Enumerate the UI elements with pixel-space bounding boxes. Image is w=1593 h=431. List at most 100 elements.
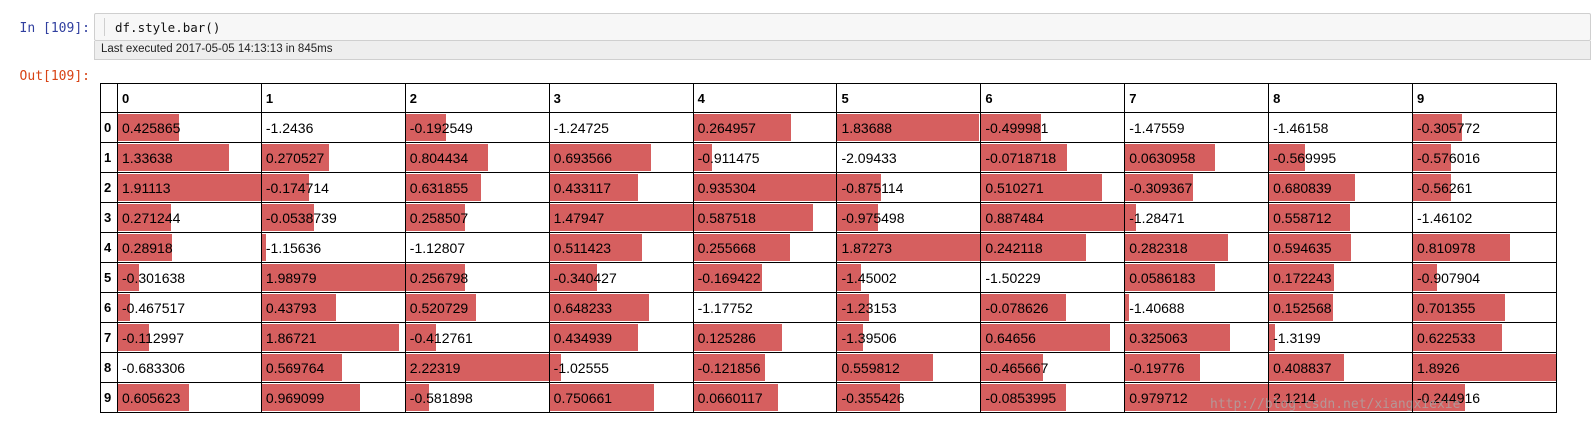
row-index: 0 (100, 112, 118, 143)
cell-value: 0.28918 (122, 239, 173, 256)
value-bar (837, 324, 863, 351)
data-cell: -0.569995 (1268, 142, 1414, 173)
cell-value: 0.559812 (841, 359, 900, 376)
code-input-cell[interactable]: df.style.bar() (94, 13, 1591, 41)
out-prompt: Out[109]: (19, 69, 90, 84)
cell-value: 1.47947 (553, 209, 605, 226)
value-bar (694, 114, 792, 141)
cell-value: 0.750661 (553, 389, 613, 406)
data-cell: 0.125286 (692, 322, 838, 353)
cell-value: 0.558712 (1273, 209, 1332, 226)
cell-value: 0.270527 (265, 149, 325, 166)
data-cell: 1.8926 (1412, 352, 1557, 383)
value-bar (262, 264, 405, 291)
column-header: 0 (117, 83, 262, 113)
value-bar (1269, 324, 1275, 351)
cell-value: -0.0538739 (265, 209, 337, 226)
table-row: 0 0.425865 -1.2436 -0.192549 -1.24725 0.26495… (100, 112, 1557, 143)
table-row: 4 0.28918 -1.15636 -1.12807 0.511423 0.255668… (100, 232, 1557, 263)
data-cell: 0.701355 (1412, 292, 1557, 323)
data-cell: 0.0630958 (1124, 142, 1270, 173)
cell-value: 0.631855 (409, 179, 469, 196)
cell-value: 1.91113 (122, 179, 171, 196)
data-cell: -0.192549 (404, 112, 550, 143)
cell-value: 0.258507 (409, 209, 469, 226)
data-cell: 0.271244 (117, 202, 262, 233)
cell-value: 0.152568 (1273, 299, 1332, 316)
data-cell: 0.43793 (260, 292, 406, 323)
data-cell: 0.255668 (692, 232, 838, 263)
cell-value: 0.271244 (122, 209, 181, 226)
value-bar (981, 354, 1044, 381)
cell-value: 0.242118 (985, 239, 1043, 256)
value-bar (981, 384, 1067, 411)
data-cell: -0.581898 (404, 382, 550, 413)
data-cell: -1.24725 (548, 112, 694, 143)
column-header: 4 (692, 83, 838, 113)
data-cell: 0.242118 (980, 232, 1126, 263)
value-bar (118, 204, 171, 231)
value-bar (1125, 324, 1231, 351)
data-cell: 1.47947 (548, 202, 694, 233)
table-row: 3 0.271244 -0.0538739 0.258507 1.47947 0.5875… (100, 202, 1557, 233)
cell-value: 0.325063 (1129, 329, 1188, 346)
code-text[interactable]: df.style.bar() (115, 20, 221, 35)
cell-value: 1.86721 (265, 329, 317, 346)
value-bar (981, 114, 1042, 141)
cell-value: -0.355426 (841, 389, 905, 406)
cell-value: 0.804434 (409, 149, 469, 166)
data-cell: 0.969099 (260, 382, 406, 413)
table-row: 2 1.91113 -0.174714 0.631855 0.433117 0.93530… (100, 172, 1557, 203)
cell-value: -0.907904 (1417, 269, 1481, 286)
data-cell: -0.911475 (692, 142, 838, 173)
value-bar (406, 324, 437, 351)
value-bar (837, 234, 980, 261)
data-cell: 0.258507 (404, 202, 550, 233)
data-cell: 0.152568 (1268, 292, 1414, 323)
cell-value: 0.0630958 (1129, 149, 1196, 166)
data-cell: -1.02555 (548, 352, 694, 383)
cell-gutter (104, 18, 105, 36)
data-cell: -1.17752 (692, 292, 838, 323)
cell-value: -0.309367 (1129, 179, 1193, 196)
data-cell: -0.169422 (692, 262, 838, 293)
data-cell: 2.22319 (404, 352, 550, 383)
value-bar (1125, 234, 1228, 261)
row-index: 5 (100, 262, 118, 293)
cell-value: -0.56261 (1417, 179, 1473, 196)
cell-value: 0.425865 (122, 119, 181, 136)
cell-value: -0.467517 (122, 299, 186, 316)
cell-value: -0.19776 (1129, 359, 1185, 376)
value-bar (1269, 384, 1412, 411)
data-cell: 1.98979 (260, 262, 406, 293)
cell-value: -0.576016 (1417, 149, 1481, 166)
cell-value: -2.09433 (841, 149, 897, 166)
data-cell: -0.467517 (117, 292, 262, 323)
value-bar (550, 294, 649, 321)
column-header: 7 (1124, 83, 1270, 113)
row-index: 4 (100, 232, 118, 263)
value-bar (118, 264, 140, 291)
value-bar (837, 174, 882, 201)
data-cell: 0.282318 (1124, 232, 1270, 263)
cell-value: -1.02555 (553, 359, 609, 376)
value-bar (1413, 234, 1510, 261)
value-bar (550, 204, 693, 231)
data-cell: -1.2436 (260, 112, 406, 143)
data-cell: -0.309367 (1124, 172, 1270, 203)
value-bar (694, 264, 762, 291)
cell-value: 0.511423 (553, 239, 612, 256)
data-cell: -0.0853995 (980, 382, 1126, 413)
data-cell: -1.50229 (980, 262, 1126, 293)
data-cell: 0.569764 (260, 352, 406, 383)
cell-value: -1.47559 (1129, 119, 1185, 136)
cell-value: -0.340427 (553, 269, 617, 286)
cell-value: -0.174714 (265, 179, 329, 196)
value-bar (262, 354, 343, 381)
data-cell: -1.40688 (1124, 292, 1270, 323)
value-bar (118, 294, 130, 321)
data-cell: 0.750661 (548, 382, 694, 413)
value-bar (694, 384, 778, 411)
data-cell: 0.587518 (692, 202, 838, 233)
